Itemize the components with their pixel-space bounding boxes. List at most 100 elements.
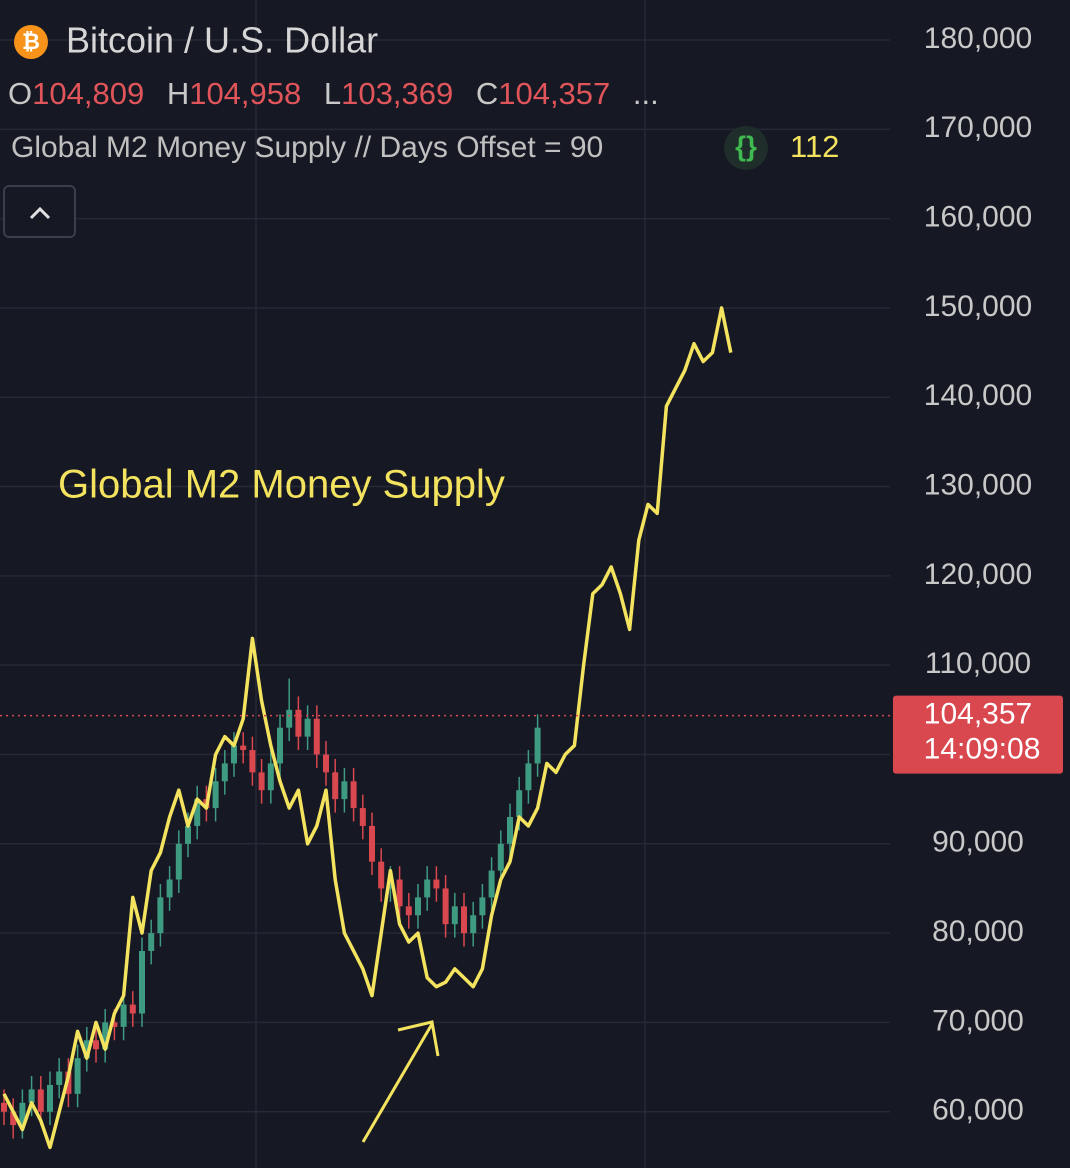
y-tick-label: 60,000: [932, 1094, 1024, 1127]
candle-body: [488, 870, 495, 898]
candle-body: [461, 906, 467, 934]
high-value: 104,958: [189, 76, 301, 111]
candle-body: [111, 1022, 118, 1027]
arrow-head: [397, 1020, 440, 1057]
candle-body: [56, 1071, 63, 1085]
y-tick-label: 150,000: [924, 290, 1032, 323]
candle-body: [369, 825, 375, 862]
candle-body: [175, 843, 182, 880]
header: ₿ Bitcoin / U.S. Dollar O104,809 H104,95…: [3, 20, 839, 238]
candle-body: [507, 817, 513, 844]
indicator-value: 112: [790, 129, 839, 164]
candle-body: [516, 790, 523, 818]
candle-body: [378, 861, 385, 889]
bitcoin-icon: [14, 25, 48, 59]
candle-body: [350, 781, 357, 809]
candle-body: [157, 897, 164, 934]
candle-body: [332, 772, 339, 800]
arrow: [361, 1020, 440, 1143]
candle-body: [120, 1004, 127, 1027]
y-axis: 60,00070,00080,00090,000100,000110,00012…: [893, 22, 1063, 1127]
y-tick-label: 180,000: [924, 22, 1032, 55]
indicator-icon-bg[interactable]: [724, 126, 768, 170]
collapse-icon[interactable]: [29, 206, 51, 220]
candle-body: [415, 897, 421, 916]
candle-body: [194, 799, 201, 826]
bitcoin-symbol: ₿: [22, 29, 40, 54]
candle-body: [267, 763, 274, 791]
candle-body: [185, 825, 191, 844]
y-tick-label: 80,000: [932, 915, 1024, 948]
h-label: H: [167, 76, 189, 111]
candle-body: [47, 1084, 53, 1112]
candle-body: [231, 745, 237, 764]
candle-body: [166, 879, 173, 898]
candle-body: [525, 763, 532, 791]
close-value: 104,357: [498, 76, 610, 111]
more[interactable]: ...: [633, 76, 659, 111]
candle-body: [304, 718, 311, 737]
candle-body: [139, 950, 145, 1014]
last-price-box: [893, 695, 1063, 774]
ohlc: O104,809 H104,958 L103,369 C104,357 ...: [8, 76, 659, 111]
candle-body: [405, 906, 412, 916]
candle-body: [212, 781, 219, 809]
candle-body: [28, 1089, 35, 1103]
y-tick-label: 90,000: [932, 826, 1024, 859]
candle-body: [479, 897, 486, 916]
candle-body: [74, 1058, 81, 1094]
annotation: Global M2 Money Supply: [58, 463, 505, 507]
low-value: 103,369: [341, 76, 453, 111]
c-label: C: [476, 76, 498, 111]
y-tick-label: 130,000: [924, 468, 1032, 501]
candle-body: [295, 709, 302, 737]
indicator-name: Global M2 Money Supply // Days Offset = …: [11, 131, 603, 164]
candle-body: [148, 933, 155, 951]
candle-body: [497, 843, 504, 871]
y-tick-label: 120,000: [924, 558, 1032, 591]
candle-body: [451, 906, 458, 925]
candle-body: [37, 1089, 44, 1112]
open-value: 104,809: [32, 76, 144, 111]
y-tick-label: 170,000: [924, 111, 1032, 144]
plot: [0, 306, 890, 1150]
candle-body: [323, 754, 329, 773]
candle-body: [424, 879, 431, 898]
indicator-icon[interactable]: {}: [735, 130, 757, 161]
candle-body: [341, 781, 348, 800]
candle-body: [258, 772, 265, 791]
chart-title: Bitcoin / U.S. Dollar: [66, 20, 378, 61]
candle-body: [129, 1004, 136, 1014]
line-series: [2, 306, 733, 1150]
candle-body: [240, 745, 247, 751]
candle-body: [396, 879, 403, 907]
candle-body: [313, 718, 320, 755]
candle-body: [433, 879, 440, 889]
candle-body: [470, 915, 477, 934]
candle-body: [102, 1022, 109, 1050]
candle-body: [387, 879, 394, 889]
candle-body: [221, 763, 228, 782]
candle-body: [93, 1040, 99, 1050]
arrow-shaft: [361, 1023, 434, 1143]
last-price-label: 104,357: [924, 698, 1032, 731]
candle-body: [442, 888, 449, 925]
o-label: O: [8, 76, 32, 111]
countdown: 14:09:08: [924, 733, 1041, 766]
y-tick-label: 160,000: [924, 201, 1032, 234]
y-tick-label: 110,000: [925, 647, 1031, 680]
candle-body: [249, 750, 256, 773]
candle-body: [1, 1102, 7, 1112]
l-label: L: [324, 76, 341, 111]
y-tick-label: 70,000: [932, 1004, 1024, 1037]
candle-body: [277, 727, 283, 764]
candle-body: [286, 709, 293, 728]
y-tick-label: 140,000: [924, 379, 1032, 412]
candle-body: [10, 1111, 17, 1126]
candle-body: [83, 1040, 90, 1059]
candle-body: [534, 727, 541, 764]
candle-body: [359, 808, 366, 826]
candle-body: [19, 1102, 26, 1126]
